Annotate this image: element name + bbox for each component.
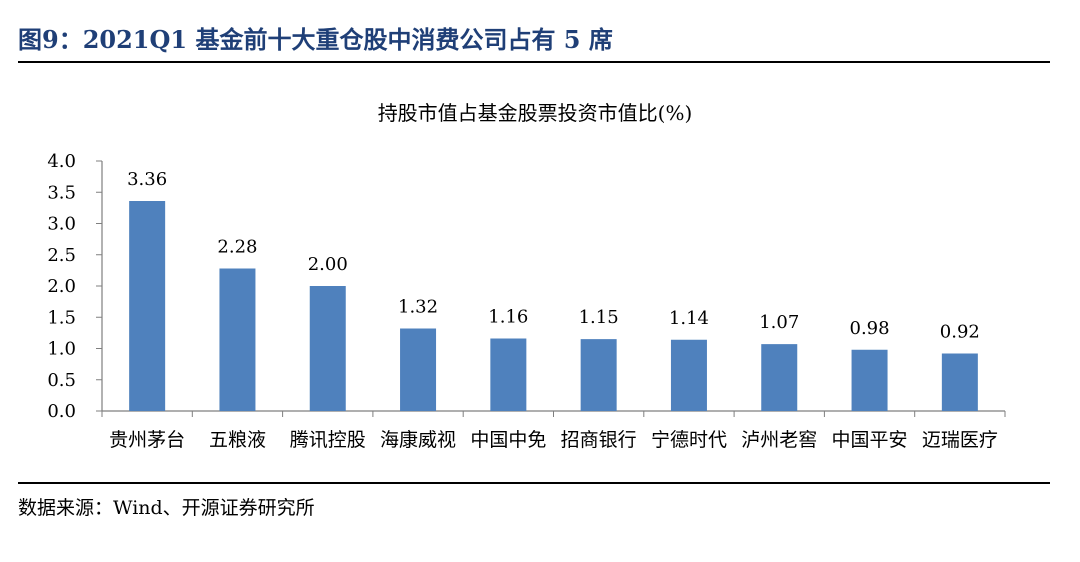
x-tick-label: 迈瑞医疗 xyxy=(922,429,998,451)
bars xyxy=(129,201,978,411)
y-tick-label: 0.5 xyxy=(47,370,76,391)
data-label: 1.07 xyxy=(759,312,799,333)
y-tick-label: 2.5 xyxy=(47,245,76,266)
x-tick-label: 海康威视 xyxy=(380,429,456,451)
y-tick-label: 0.0 xyxy=(47,401,76,422)
y-tick-label: 4.0 xyxy=(47,151,76,172)
source-note: 数据来源：Wind、开源证券研究所 xyxy=(18,497,315,519)
labels: 3.36 贵州茅台 2.28 五粮液 2.00 腾讯控股 1.32 海康威视 1.16 中国中免 1… xyxy=(109,169,998,451)
data-label: 1.14 xyxy=(669,308,709,329)
x-tick-label: 宁德时代 xyxy=(651,429,727,451)
data-label: 0.98 xyxy=(850,318,890,339)
bar xyxy=(309,286,346,411)
bar xyxy=(400,328,437,411)
data-label: 1.16 xyxy=(488,307,528,328)
data-label: 1.15 xyxy=(579,307,619,328)
source-rule xyxy=(18,482,1050,484)
x-tick-label: 中国中免 xyxy=(470,429,546,451)
bar-chart: 持股市值占基金股票投资市值比(%) 0.0 0.5 1.0 1.5 2.0 2.5 3.0 3… xyxy=(47,101,1006,451)
bar xyxy=(219,268,256,411)
bar xyxy=(580,339,617,411)
title-rule xyxy=(18,61,1050,63)
y-tick-label: 1.0 xyxy=(47,339,76,360)
data-label: 1.32 xyxy=(398,297,438,318)
x-tick-label: 泸州老窖 xyxy=(741,429,817,451)
data-label: 2.28 xyxy=(217,237,257,258)
bar xyxy=(761,344,798,411)
x-tick-label: 五粮液 xyxy=(209,429,266,451)
x-tick-label: 中国平安 xyxy=(832,429,908,451)
bar xyxy=(490,338,527,411)
y-tick-label: 1.5 xyxy=(47,307,76,328)
bar xyxy=(941,353,978,411)
x-tick-label: 贵州茅台 xyxy=(109,429,185,451)
figure-title: 图9：2021Q1 基金前十大重仓股中消费公司占有 5 席 xyxy=(18,25,613,54)
y-tick-label: 2.0 xyxy=(47,276,76,297)
bar xyxy=(670,339,707,411)
data-label: 0.92 xyxy=(940,322,980,343)
data-label: 2.00 xyxy=(308,254,348,275)
bar xyxy=(851,349,888,411)
x-tick-label: 腾讯控股 xyxy=(290,429,366,451)
y-tick-label: 3.5 xyxy=(47,182,76,203)
x-tick-label: 招商银行 xyxy=(561,429,637,451)
y-tick-label: 3.0 xyxy=(47,214,76,235)
chart-title: 持股市值占基金股票投资市值比(%) xyxy=(378,101,693,125)
data-label: 3.36 xyxy=(127,169,167,190)
bar xyxy=(129,201,166,411)
